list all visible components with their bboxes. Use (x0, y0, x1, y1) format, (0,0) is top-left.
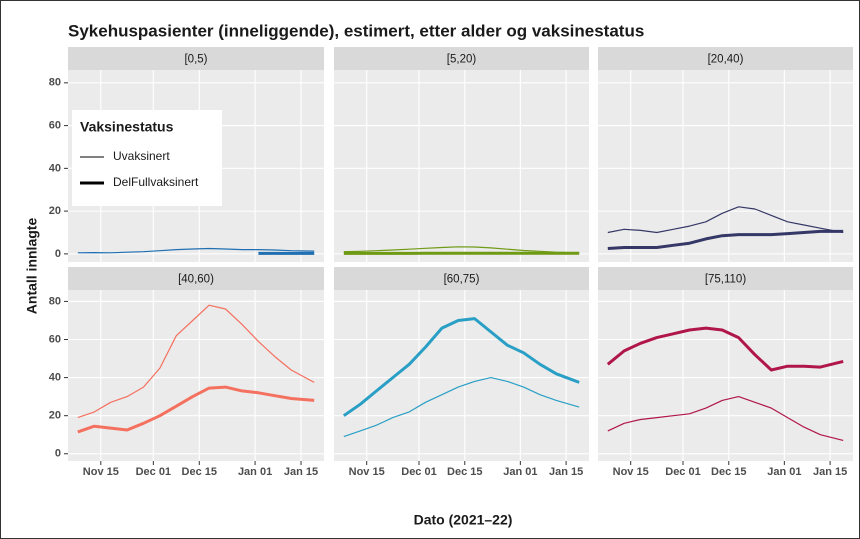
x-tick-label: Nov 15 (349, 466, 385, 478)
strip-label: [40,60) (178, 274, 214, 286)
series-line (77, 304, 315, 419)
y-tick-label: 60 (49, 119, 61, 131)
strip (68, 267, 324, 290)
series-line (77, 385, 315, 434)
legend: Vaksinestatus Uvaksinert DelFullvaksiner… (72, 110, 222, 206)
series-line (343, 377, 580, 438)
series-line (607, 206, 844, 234)
panel-background (334, 70, 589, 262)
y-tick-label: 60 (49, 333, 61, 345)
y-tick-label: 80 (49, 295, 61, 307)
series-line (77, 247, 315, 254)
strip (598, 47, 853, 70)
strip-label: [75,110) (705, 274, 747, 286)
strip (598, 267, 853, 290)
x-tick-label: Jan 01 (503, 466, 537, 478)
x-tick-label: Dec 15 (447, 466, 482, 478)
series-line (343, 246, 580, 254)
panel-background (68, 290, 324, 461)
y-tick-label: 20 (49, 410, 61, 422)
panel-background (334, 290, 589, 461)
series-line (342, 317, 580, 417)
x-tick-label: Dec 15 (182, 466, 217, 478)
y-axis-label: Antall innlagte (24, 218, 40, 315)
x-tick-label: Jan 15 (284, 466, 318, 478)
chart-title: Sykehuspasienter (inneliggende), estimer… (68, 21, 644, 40)
y-tick-label: 40 (49, 162, 61, 174)
x-tick-label: Dec 15 (711, 466, 746, 478)
legend-label: DelFullvaksinert (113, 175, 199, 189)
x-tick-label: Dec 01 (136, 466, 171, 478)
legend-title: Vaksinestatus (80, 119, 174, 135)
x-tick-label: Jan 15 (549, 466, 583, 478)
legend-box (72, 110, 222, 206)
strip-label: [0,5) (184, 54, 207, 66)
strip-label: [20,40) (708, 54, 744, 66)
x-axis-label: Dato (2021–22) (414, 512, 513, 528)
series-line (607, 396, 844, 441)
panel-background (598, 290, 853, 461)
strip (68, 47, 324, 70)
x-tick-label: Jan 15 (813, 466, 847, 478)
y-tick-label: 40 (49, 372, 61, 384)
y-tick-label: 20 (49, 205, 61, 217)
panels: [0,5) 0 20 40 60 80 [5,20) [20,40) [40,60) 0 20 40 6… (49, 47, 853, 478)
strip-label: [5,20) (447, 54, 477, 66)
x-tick-label: Dec 01 (665, 466, 700, 478)
x-tick-label: Dec 01 (401, 466, 436, 478)
y-tick-label: 0 (55, 248, 61, 260)
strip (334, 47, 589, 70)
strip-label: [60,75) (444, 274, 480, 286)
x-tick-label: Nov 15 (613, 466, 649, 478)
y-tick-label: 80 (49, 77, 61, 89)
legend-label: Uvaksinert (113, 149, 170, 163)
x-tick-label: Jan 01 (238, 466, 272, 478)
strip (334, 267, 589, 290)
x-tick-label: Jan 01 (767, 466, 801, 478)
series-line (606, 326, 844, 372)
series-line (607, 229, 844, 250)
y-tick-label: 0 (55, 448, 61, 460)
x-tick-label: Nov 15 (83, 466, 119, 478)
